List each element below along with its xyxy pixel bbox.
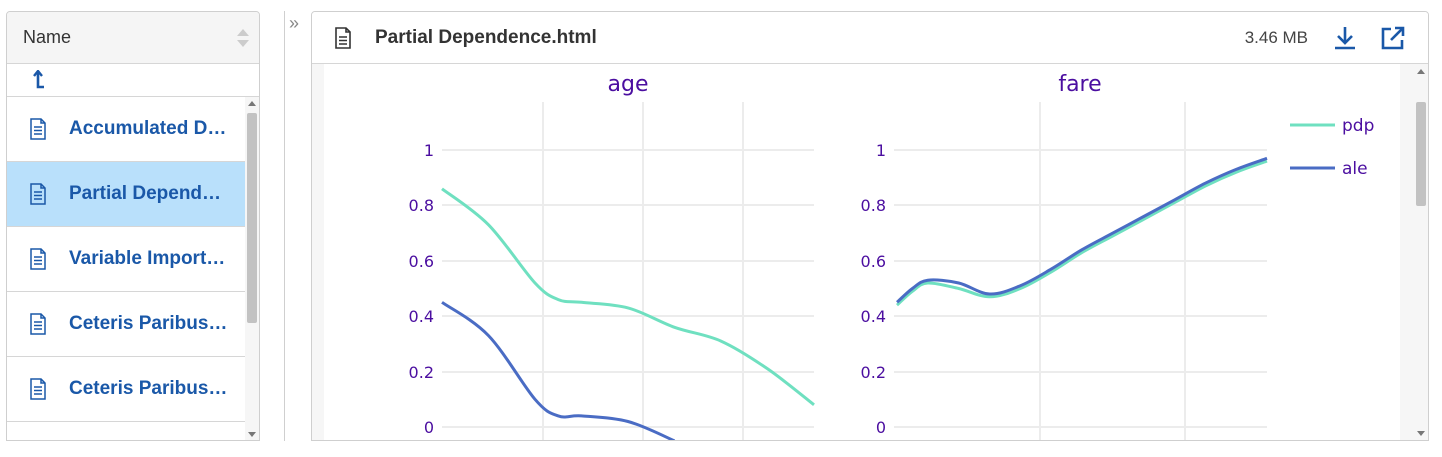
name-column-label: Name xyxy=(23,27,72,47)
age-ytick-label: 0.4 xyxy=(409,307,434,326)
file-list: Accumulated Dependence.html Partial Depe… xyxy=(7,97,259,440)
legend-pdp-label[interactable]: pdp xyxy=(1342,116,1374,136)
file-list-scrollbar[interactable] xyxy=(245,97,259,440)
scroll-down-arrow-icon[interactable] xyxy=(248,432,256,437)
file-icon xyxy=(30,378,46,400)
fare-ytick-label: 0.6 xyxy=(861,252,886,271)
age-pdp-line[interactable] xyxy=(441,187,815,406)
file-size: 3.46 MB xyxy=(1244,28,1308,47)
file-name[interactable]: Ceteris Paribus.html xyxy=(69,378,229,399)
fare-pdp-line[interactable] xyxy=(895,159,1268,307)
legend-ale-label[interactable]: ale xyxy=(1342,159,1368,179)
age-ytick-label: 0.6 xyxy=(409,252,434,271)
file-viewer: Partial Dependence.html 3.46 MB xyxy=(311,11,1429,441)
scroll-up-arrow-icon[interactable] xyxy=(1417,69,1425,74)
download-icon[interactable] xyxy=(1332,25,1358,51)
scroll-up-arrow-icon[interactable] xyxy=(248,101,256,106)
fare-ytick-label: 0.4 xyxy=(861,307,886,326)
sort-icon[interactable] xyxy=(235,26,251,50)
age-ytick-label: 0 xyxy=(424,418,434,437)
fare-panel-title: fare xyxy=(1058,72,1101,97)
panel-splitter[interactable] xyxy=(284,11,285,441)
viewer-header: Partial Dependence.html 3.46 MB xyxy=(312,12,1428,64)
parent-folder-row[interactable] xyxy=(7,64,259,97)
fare-grid xyxy=(894,102,1267,440)
name-column-header[interactable]: Name xyxy=(7,12,259,64)
age-panel-title: age xyxy=(608,72,649,97)
chart-legend: pdp ale xyxy=(1290,116,1374,179)
fare-ytick-label: 0.2 xyxy=(861,363,886,382)
fare-ale-line[interactable] xyxy=(895,156,1268,304)
fare-ytick-label: 0 xyxy=(876,418,886,437)
file-row-partial[interactable] xyxy=(7,422,259,440)
plot-area: age fare 1 0.8 0.6 0.4 0.2 0 1 0.8 0.6 0… xyxy=(324,64,1400,441)
parent-folder-icon[interactable] xyxy=(31,70,47,90)
file-row-ceteris-paribus[interactable]: Ceteris Paribus.html xyxy=(7,357,259,422)
viewer-title: Partial Dependence.html xyxy=(375,27,597,48)
file-row-partial-dependence[interactable]: Partial Dependence.html xyxy=(7,162,259,227)
age-ytick-label: 0.2 xyxy=(409,363,434,382)
viewer-scrollbar[interactable] xyxy=(1414,64,1428,440)
file-row-accumulated-dependence[interactable]: Accumulated Dependence.html xyxy=(7,97,259,162)
open-external-icon[interactable] xyxy=(1380,25,1406,51)
partial-dependence-chart[interactable]: age fare 1 0.8 0.6 0.4 0.2 0 1 0.8 0.6 0… xyxy=(324,64,1400,441)
file-icon xyxy=(30,313,46,335)
file-name[interactable]: Accumulated Dependence.html xyxy=(69,118,229,139)
file-icon xyxy=(30,248,46,270)
file-list-panel: Name Accumulated Dependence.html xyxy=(6,11,260,441)
file-name[interactable]: Variable Importance.html xyxy=(69,248,229,269)
age-ale-line[interactable] xyxy=(441,301,676,441)
file-row-ceteris-paribus-profiles[interactable]: Ceteris Paribus Profiles.html xyxy=(7,292,259,357)
fare-ytick-label: 1 xyxy=(876,141,886,160)
expand-panel-icon[interactable]: » xyxy=(289,13,300,33)
file-row-variable-importance[interactable]: Variable Importance.html xyxy=(7,227,259,292)
scroll-down-arrow-icon[interactable] xyxy=(1417,431,1425,436)
file-icon xyxy=(30,183,46,205)
age-grid xyxy=(442,102,814,440)
file-name[interactable]: Partial Dependence.html xyxy=(69,183,229,204)
fare-ytick-label: 0.8 xyxy=(861,196,886,215)
viewer-scroll-thumb[interactable] xyxy=(1416,102,1426,206)
file-name[interactable]: Ceteris Paribus Profiles.html xyxy=(69,313,229,334)
age-ytick-label: 1 xyxy=(424,141,434,160)
file-list-scroll-thumb[interactable] xyxy=(247,113,257,323)
viewer-body: age fare 1 0.8 0.6 0.4 0.2 0 1 0.8 0.6 0… xyxy=(312,64,1428,441)
document-icon xyxy=(335,27,351,49)
age-ytick-label: 0.8 xyxy=(409,196,434,215)
file-icon xyxy=(30,118,46,140)
